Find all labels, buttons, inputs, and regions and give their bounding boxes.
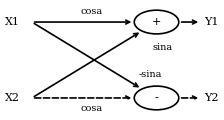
- Text: Y2: Y2: [204, 93, 219, 103]
- Text: -sina: -sina: [139, 70, 162, 79]
- Text: cosa: cosa: [81, 7, 103, 16]
- Text: -: -: [155, 93, 158, 103]
- Text: X1: X1: [5, 17, 20, 27]
- Text: Y1: Y1: [204, 17, 219, 27]
- Text: cosa: cosa: [81, 104, 103, 113]
- Text: X2: X2: [5, 93, 20, 103]
- Text: sina: sina: [152, 43, 172, 52]
- Text: +: +: [152, 17, 161, 27]
